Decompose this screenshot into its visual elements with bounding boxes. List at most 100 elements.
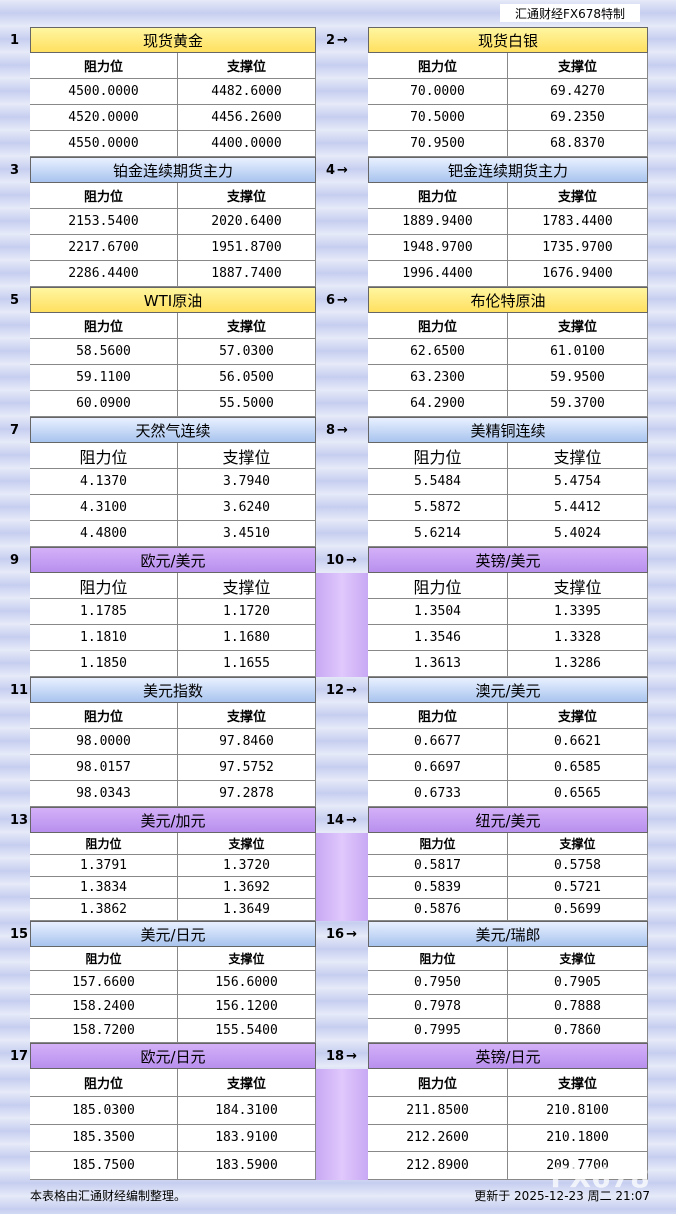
block-title: 天然气连续 [30, 417, 316, 443]
cell: 212.8900 [368, 1152, 508, 1180]
cell: 209.7700 [508, 1152, 648, 1180]
cell: 69.4270 [508, 79, 648, 105]
watermark: FX678 [550, 1160, 650, 1194]
cell: 156.1200 [178, 995, 316, 1019]
column-header: 支撑位 [178, 443, 316, 469]
cell: 0.5876 [368, 899, 508, 921]
cell: 1.3862 [30, 899, 178, 921]
cell: 4.3100 [30, 495, 178, 521]
cell: 3.6240 [178, 495, 316, 521]
cell: 184.3100 [178, 1096, 316, 1125]
purple-strip [316, 573, 368, 677]
cell: 3.4510 [178, 521, 316, 547]
column-header: 阻力位 [368, 53, 508, 79]
cell: 1889.9400 [368, 209, 508, 235]
arrow-icon: → [337, 292, 348, 308]
column-header: 支撑位 [178, 703, 316, 729]
block-title: 铂金连续期货主力 [30, 157, 316, 183]
cell: 0.5758 [508, 855, 648, 877]
block-title: 英镑/美元 [368, 547, 648, 573]
cell: 4456.2600 [178, 105, 316, 131]
cell: 5.4412 [508, 495, 648, 521]
cell: 1.3328 [508, 625, 648, 651]
cell: 4550.0000 [30, 131, 178, 157]
block-number: 17 [10, 1048, 29, 1064]
arrow-icon: → [346, 926, 357, 942]
arrow-icon: → [337, 162, 348, 178]
column-header: 支撑位 [508, 833, 648, 855]
column-header: 支撑位 [508, 313, 648, 339]
cell: 4.1370 [30, 469, 178, 495]
brand: 汇通财经FX678特制 [500, 4, 640, 22]
column-header: 阻力位 [30, 313, 178, 339]
block-title: 美精铜连续 [368, 417, 648, 443]
block-title: 钯金连续期货主力 [368, 157, 648, 183]
cell: 1.1655 [178, 651, 316, 677]
column-header: 支撑位 [178, 183, 316, 209]
cell: 64.2900 [368, 391, 508, 417]
column-header: 阻力位 [368, 573, 508, 599]
cell: 185.3500 [30, 1124, 178, 1153]
cell: 2217.6700 [30, 235, 178, 261]
column-header: 阻力位 [30, 183, 178, 209]
cell: 97.5752 [178, 755, 316, 781]
cell: 1.1720 [178, 599, 316, 625]
column-header: 支撑位 [508, 183, 648, 209]
block-number: 11 [10, 682, 29, 698]
column-header: 阻力位 [30, 443, 178, 469]
column-header: 阻力位 [368, 947, 508, 971]
block-title: 欧元/美元 [30, 547, 316, 573]
cell: 59.3700 [508, 391, 648, 417]
arrow-icon: → [346, 552, 357, 568]
cell: 185.7500 [30, 1152, 178, 1180]
column-header: 阻力位 [30, 53, 178, 79]
block-number: 10 → [326, 552, 357, 568]
cell: 1.1810 [30, 625, 178, 651]
column-header: 支撑位 [178, 833, 316, 855]
cell: 97.2878 [178, 781, 316, 807]
column-header: 支撑位 [178, 1069, 316, 1097]
cell: 211.8500 [368, 1096, 508, 1125]
block-number: 9 [10, 552, 20, 568]
cell: 5.4754 [508, 469, 648, 495]
purple-strip [316, 1069, 368, 1180]
cell: 1.1850 [30, 651, 178, 677]
block-number: 14 → [326, 812, 357, 828]
cell: 98.0343 [30, 781, 178, 807]
cell: 61.0100 [508, 339, 648, 365]
column-header: 阻力位 [368, 443, 508, 469]
cell: 0.6733 [368, 781, 508, 807]
column-header: 支撑位 [508, 703, 648, 729]
cell: 0.6585 [508, 755, 648, 781]
cell: 2153.5400 [30, 209, 178, 235]
cell: 183.5900 [178, 1152, 316, 1180]
cell: 70.5000 [368, 105, 508, 131]
block-number: 4 → [326, 162, 348, 178]
purple-strip [316, 833, 368, 921]
column-header: 阻力位 [368, 833, 508, 855]
cell: 1.3546 [368, 625, 508, 651]
cell: 1.3613 [368, 651, 508, 677]
block-number: 12 → [326, 682, 357, 698]
column-header: 支撑位 [508, 53, 648, 79]
block-title: 现货白银 [368, 27, 648, 53]
cell: 56.0500 [178, 365, 316, 391]
column-header: 支撑位 [508, 573, 648, 599]
cell: 1996.4400 [368, 261, 508, 287]
column-header: 支撑位 [508, 443, 648, 469]
arrow-icon: → [346, 812, 357, 828]
column-header: 阻力位 [368, 313, 508, 339]
cell: 0.5721 [508, 877, 648, 899]
cell: 57.0300 [178, 339, 316, 365]
cell: 0.5817 [368, 855, 508, 877]
arrow-icon: → [346, 1048, 357, 1064]
cell: 58.5600 [30, 339, 178, 365]
block-number: 2 → [326, 32, 348, 48]
cell: 1.3504 [368, 599, 508, 625]
block-title: 美元/加元 [30, 807, 316, 833]
cell: 59.9500 [508, 365, 648, 391]
cell: 0.7978 [368, 995, 508, 1019]
cell: 1783.4400 [508, 209, 648, 235]
arrow-icon: → [346, 682, 357, 698]
